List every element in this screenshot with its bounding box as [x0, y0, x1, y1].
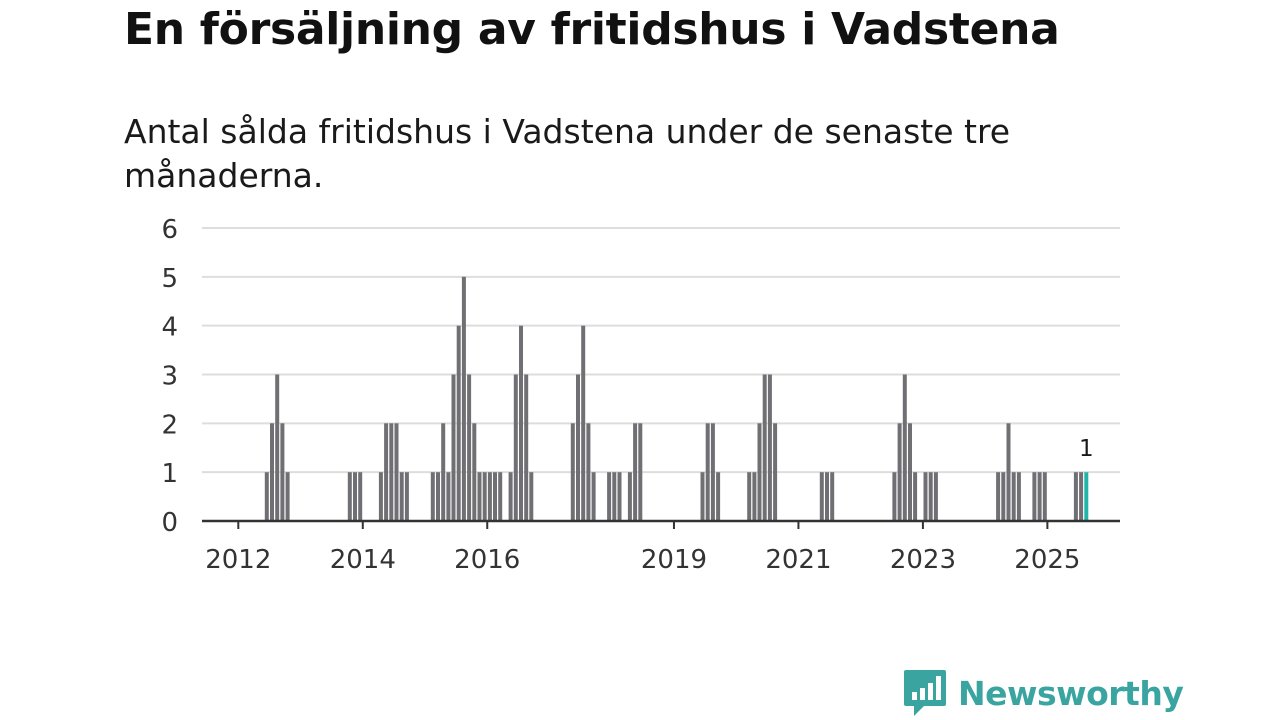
bar: [762, 374, 767, 521]
bar: [513, 374, 518, 521]
bar: [529, 472, 534, 521]
bar: [399, 472, 404, 521]
brand-name: Newsworthy: [958, 673, 1184, 713]
bar: [482, 472, 487, 521]
bar: [275, 374, 280, 521]
bar: [710, 423, 715, 521]
bar: [633, 423, 638, 521]
x-tick-label: 2025: [1014, 545, 1080, 575]
bar: [347, 472, 352, 521]
chart-title: En försäljning av fritidshus i Vadstena: [124, 4, 1060, 55]
x-tick-label: 2021: [765, 545, 831, 575]
bar: [908, 423, 912, 521]
bar: [467, 374, 472, 521]
bar: [384, 423, 389, 521]
bar: [591, 472, 596, 521]
bar: [757, 423, 762, 521]
bar: [441, 423, 446, 521]
y-tick-label: 1: [161, 459, 178, 489]
bar: [430, 472, 435, 521]
bar: [897, 423, 902, 521]
bar: [451, 374, 456, 521]
bar: [1037, 472, 1042, 521]
bar: [767, 374, 772, 521]
bar: [612, 472, 617, 521]
bar: [456, 325, 461, 521]
bar: [1011, 472, 1016, 521]
y-tick-label: 5: [161, 264, 178, 294]
bar: [570, 423, 575, 521]
bar-chart-speech-bubble-icon: [904, 670, 946, 716]
bar: [617, 472, 622, 521]
y-tick-label: 3: [161, 362, 178, 392]
bar: [1042, 472, 1047, 521]
bar: [358, 472, 363, 521]
bar-latest: [1084, 472, 1089, 521]
brand-logo: Newsworthy: [902, 668, 1184, 718]
bar: [928, 472, 933, 521]
bar: [830, 472, 835, 521]
bar: [996, 472, 1001, 521]
bar: [353, 472, 357, 521]
bar: [1006, 423, 1011, 521]
bar: [389, 423, 394, 521]
bar: [285, 472, 290, 521]
bar: [923, 472, 928, 521]
bar: [519, 325, 523, 521]
bar: [404, 472, 409, 521]
bar: [716, 472, 721, 521]
bar: [581, 325, 586, 521]
x-tick-label: 2014: [330, 545, 396, 575]
bar: [825, 472, 829, 521]
bar: [508, 472, 513, 521]
y-tick-label: 0: [161, 508, 178, 538]
bar: [700, 472, 705, 521]
y-tick-label: 2: [161, 410, 178, 440]
bar: [493, 472, 497, 521]
bar: [487, 472, 492, 521]
bar: [913, 472, 918, 521]
bar: [524, 374, 529, 521]
bar: [1032, 472, 1037, 521]
bar: [378, 472, 383, 521]
bar: [627, 472, 632, 521]
bar: [638, 423, 643, 521]
x-tick-label: 2012: [205, 545, 271, 575]
bar: [394, 423, 399, 521]
x-tick-label: 2016: [454, 545, 520, 575]
bar: [576, 374, 580, 521]
bar: [461, 276, 466, 521]
bar: [607, 472, 612, 521]
bar: [933, 472, 938, 521]
bar: [1001, 472, 1006, 521]
x-tick-label: 2019: [641, 545, 707, 575]
bar: [280, 423, 285, 521]
bar: [436, 472, 440, 521]
bar: [747, 472, 752, 521]
data-label: 1: [1079, 436, 1094, 462]
bar: [264, 472, 269, 521]
bar: [819, 472, 824, 521]
bar: [1079, 472, 1084, 521]
bar: [773, 423, 778, 521]
bar: [477, 472, 482, 521]
bar: [1073, 472, 1078, 521]
y-tick-label: 6: [161, 215, 178, 245]
bar: [705, 423, 710, 521]
bar: [446, 472, 451, 521]
bar: [1016, 472, 1021, 521]
bar: [892, 472, 897, 521]
bar: [472, 423, 477, 521]
bar: [270, 423, 274, 521]
bar: [902, 374, 907, 521]
chart-subtitle: Antal sålda fritidshus i Vadstena under …: [124, 112, 1011, 195]
bar: [586, 423, 591, 521]
bar: [498, 472, 503, 521]
y-tick-label: 4: [161, 313, 178, 343]
bar: [752, 472, 757, 521]
x-tick-label: 2023: [890, 545, 956, 575]
